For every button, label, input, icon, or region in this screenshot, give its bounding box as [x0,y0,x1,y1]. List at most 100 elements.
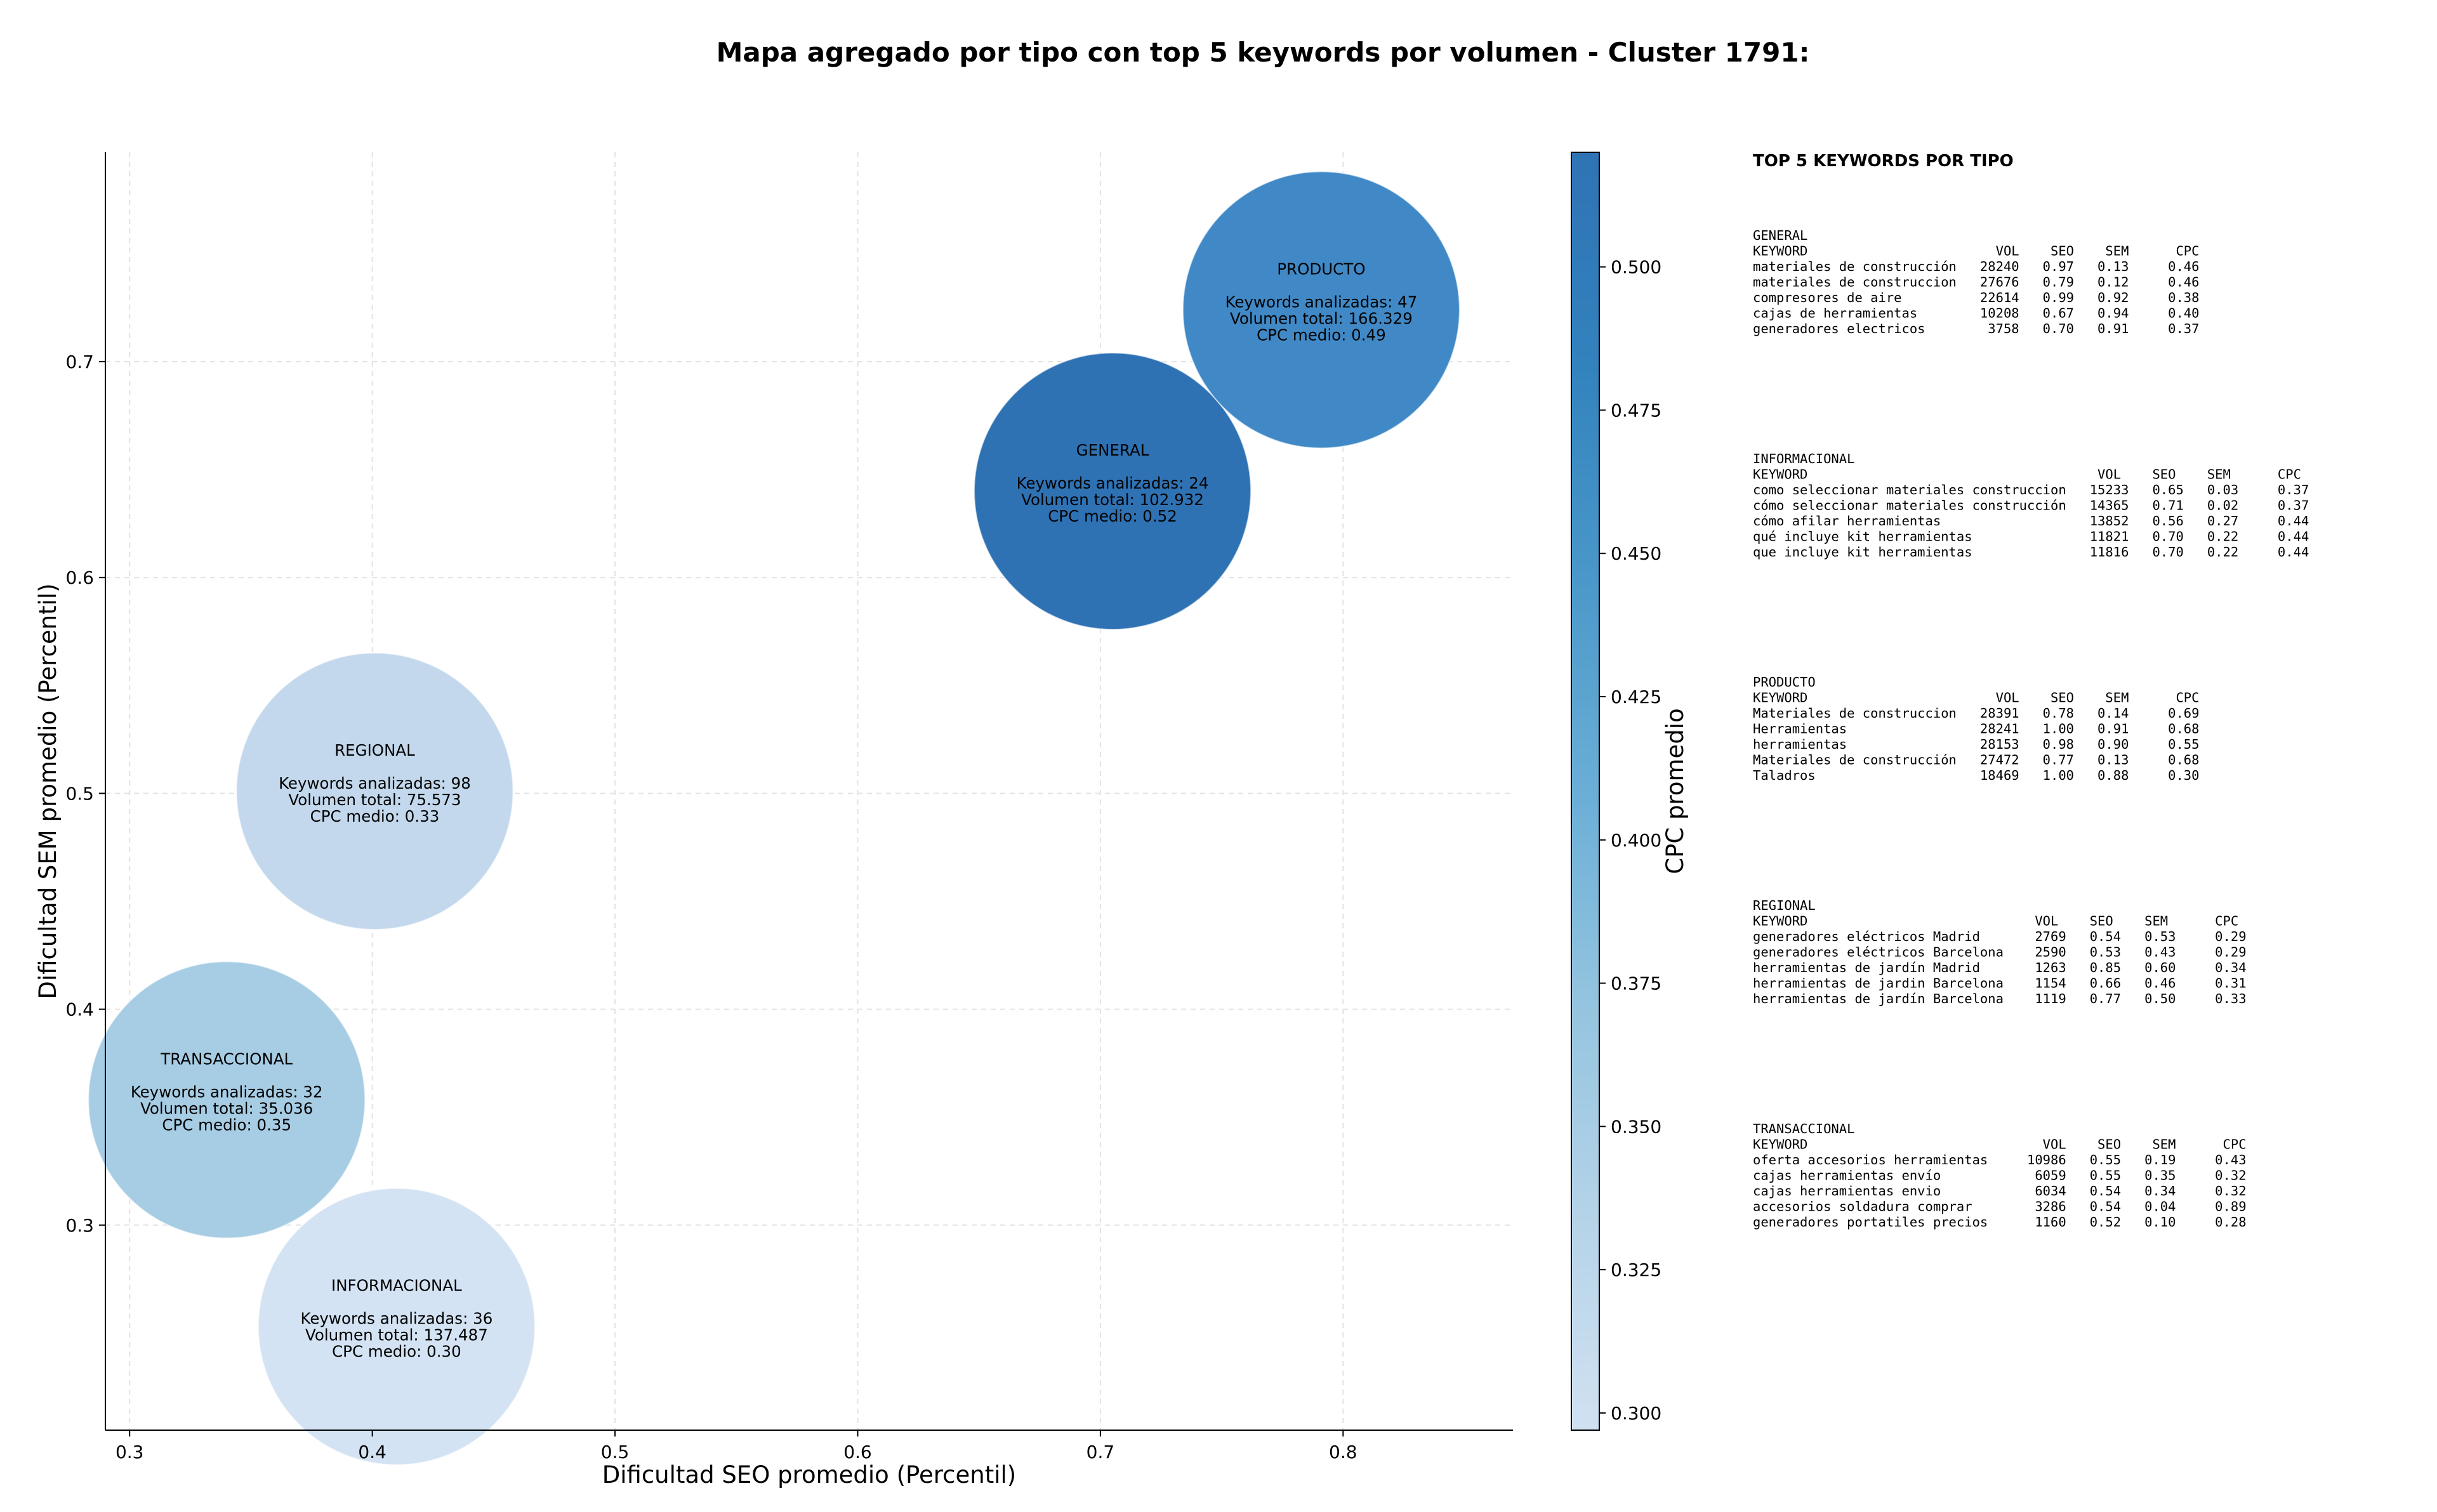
bubble-volume: Volumen total: 166.329 [1230,309,1413,327]
panel-keyword-row: Herramientas 28241 1.00 0.91 0.68 [1753,721,2200,737]
bubble-transaccional: TRANSACCIONAL Keywords analizadas: 32Volu… [88,961,366,1239]
panel-section-header: REGIONAL [1753,898,1816,913]
y-tick-label: 0.3 [65,1215,94,1236]
colorbar-tick-label: 0.350 [1611,1116,1661,1137]
x-axis-label: Dificultad SEO promedio (Percentil) [602,1461,1016,1489]
panel-section-header: INFORMACIONAL [1753,451,1854,466]
panel-section-header: TRANSACCIONAL [1753,1121,1854,1136]
panel-keyword-row: compresores de aire 22614 0.99 0.92 0.38 [1753,290,2200,305]
colorbar-tick-label: 0.375 [1611,973,1661,994]
colorbar: 0.300 0.325 0.350 0.375 0.400 0.425 0.450 0.475… [1571,152,1689,1431]
colorbar-ticks: 0.300 0.325 0.350 0.375 0.400 0.425 0.450 0.475… [1599,257,1661,1424]
colorbar-tick-label: 0.450 [1611,543,1661,564]
panel-keyword-row: materiales de construcción 28240 0.97 0.… [1753,259,2200,274]
bubble-name: PRODUCTO [1277,260,1365,278]
bubble-keywords: Keywords analizadas: 24 [1017,474,1209,492]
x-tick-label: 0.7 [1086,1442,1115,1463]
colorbar-tick-label: 0.475 [1611,400,1661,421]
side-panel-title: TOP 5 KEYWORDS POR TIPO [1753,152,2014,171]
x-ticks: 0.3 0.4 0.5 0.6 0.7 0.8 [116,1430,1357,1463]
panel-keyword-row: Materiales de construccion 28391 0.78 0.… [1753,706,2200,721]
bubble-cpc: CPC medio: 0.30 [332,1343,461,1361]
panel-keyword-row: herramientas de jardín Barcelona 1119 0.… [1753,991,2247,1006]
y-tick-label: 0.4 [65,999,94,1020]
panel-keyword-row: Materiales de construcción 27472 0.77 0.… [1753,753,2200,768]
bubble-keywords: Keywords analizadas: 36 [301,1310,493,1328]
bubble-volume: Volumen total: 75.573 [288,791,461,809]
panel-keyword-row: herramientas de jardín Madrid 1263 0.85 … [1753,960,2247,975]
bubble-volume: Volumen total: 137.487 [305,1326,488,1344]
y-tick-label: 0.6 [65,567,94,588]
bubble-circle [257,1187,536,1466]
bubble-cpc: CPC medio: 0.35 [162,1115,291,1134]
x-tick-label: 0.5 [601,1442,630,1463]
panel-keyword-row: como seleccionar materiales construccion… [1753,482,2309,497]
colorbar-tick-label: 0.300 [1611,1403,1661,1424]
x-tick-label: 0.3 [116,1442,144,1463]
panel-keyword-row: cajas herramientas envio 6034 0.54 0.34 … [1753,1183,2247,1199]
panel-keyword-row: qué incluye kit herramientas 11821 0.70 … [1753,529,2309,544]
colorbar-tick-label: 0.325 [1611,1259,1661,1280]
bubble-name: GENERAL [1076,441,1149,459]
y-ticks: 0.3 0.4 0.5 0.6 0.7 [65,352,105,1236]
bubble-circle [1182,171,1460,449]
colorbar-gradient [1571,152,1600,1431]
bubble-informacional: INFORMACIONAL Keywords analizadas: 36Volu… [257,1187,536,1466]
panel-keyword-row: generadores portatiles precios 1160 0.52… [1753,1214,2247,1230]
bubble-cpc: CPC medio: 0.49 [1257,325,1386,344]
y-tick-label: 0.7 [65,352,94,372]
panel-keyword-row: cajas de herramientas 10208 0.67 0.94 0.… [1753,306,2200,321]
bubble-name: REGIONAL [334,741,415,759]
colorbar-tick-label: 0.500 [1611,257,1661,278]
y-axis-label: Dificultad SEM promedio (Percentil) [34,583,62,999]
bubble-circle [235,652,514,930]
bubble-keywords: Keywords analizadas: 47 [1225,293,1418,311]
x-tick-label: 0.8 [1329,1442,1357,1463]
colorbar-label: CPC promedio [1661,708,1689,874]
bubble-volume: Volumen total: 102.932 [1021,490,1204,509]
panel-keyword-row: cómo seleccionar materiales construcción… [1753,498,2309,513]
x-tick-label: 0.4 [358,1442,386,1463]
panel-column-header: KEYWORD VOL SEO SEM CPC [1753,467,2301,482]
bubble-name: TRANSACCIONAL [160,1049,293,1068]
panel-keyword-row: que incluye kit herramientas 11816 0.70 … [1753,544,2309,560]
y-tick-label: 0.5 [65,783,94,804]
bubble-keywords: Keywords analizadas: 98 [279,774,471,792]
panel-keyword-row: herramientas 28153 0.98 0.90 0.55 [1753,737,2200,752]
x-tick-label: 0.6 [843,1442,872,1463]
panel-column-header: KEYWORD VOL SEO SEM CPC [1753,914,2238,929]
panel-keyword-row: generadores electricos 3758 0.70 0.91 0.… [1753,321,2200,336]
panel-keyword-row: cómo afilar herramientas 13852 0.56 0.27… [1753,513,2309,529]
colorbar-tick-label: 0.425 [1611,687,1661,707]
panel-keyword-row: Taladros 18469 1.00 0.88 0.30 [1753,768,2200,783]
chart-title: Mapa agregado por tipo con top 5 keyword… [717,37,1810,68]
panel-keyword-row: materiales de construccion 27676 0.79 0.… [1753,275,2200,290]
panel-column-header: KEYWORD VOL SEO SEM CPC [1753,244,2200,259]
plot-axes [105,152,1513,1431]
bubble-cpc: CPC medio: 0.52 [1048,507,1177,525]
panel-column-header: KEYWORD VOL SEO SEM CPC [1753,690,2200,706]
bubble-keywords: Keywords analizadas: 32 [131,1082,323,1101]
panel-keyword-row: cajas herramientas envío 6059 0.55 0.35 … [1753,1168,2247,1183]
bubble-cpc: CPC medio: 0.33 [310,807,440,825]
panel-section-header: GENERAL [1753,228,1807,243]
panel-keyword-row: herramientas de jardin Barcelona 1154 0.… [1753,976,2247,991]
panel-keyword-row: generadores eléctricos Madrid 2769 0.54 … [1753,929,2247,944]
panel-keyword-row: generadores eléctricos Barcelona 2590 0.… [1753,945,2247,960]
bubble-circle [88,961,366,1239]
panel-column-header: KEYWORD VOL SEO SEM CPC [1753,1137,2247,1152]
panel-keyword-row: oferta accesorios herramientas 10986 0.5… [1753,1152,2247,1167]
bubble-name: INFORMACIONAL [331,1277,462,1295]
colorbar-tick-label: 0.400 [1611,830,1661,851]
bubble-volume: Volumen total: 35.036 [140,1099,313,1117]
